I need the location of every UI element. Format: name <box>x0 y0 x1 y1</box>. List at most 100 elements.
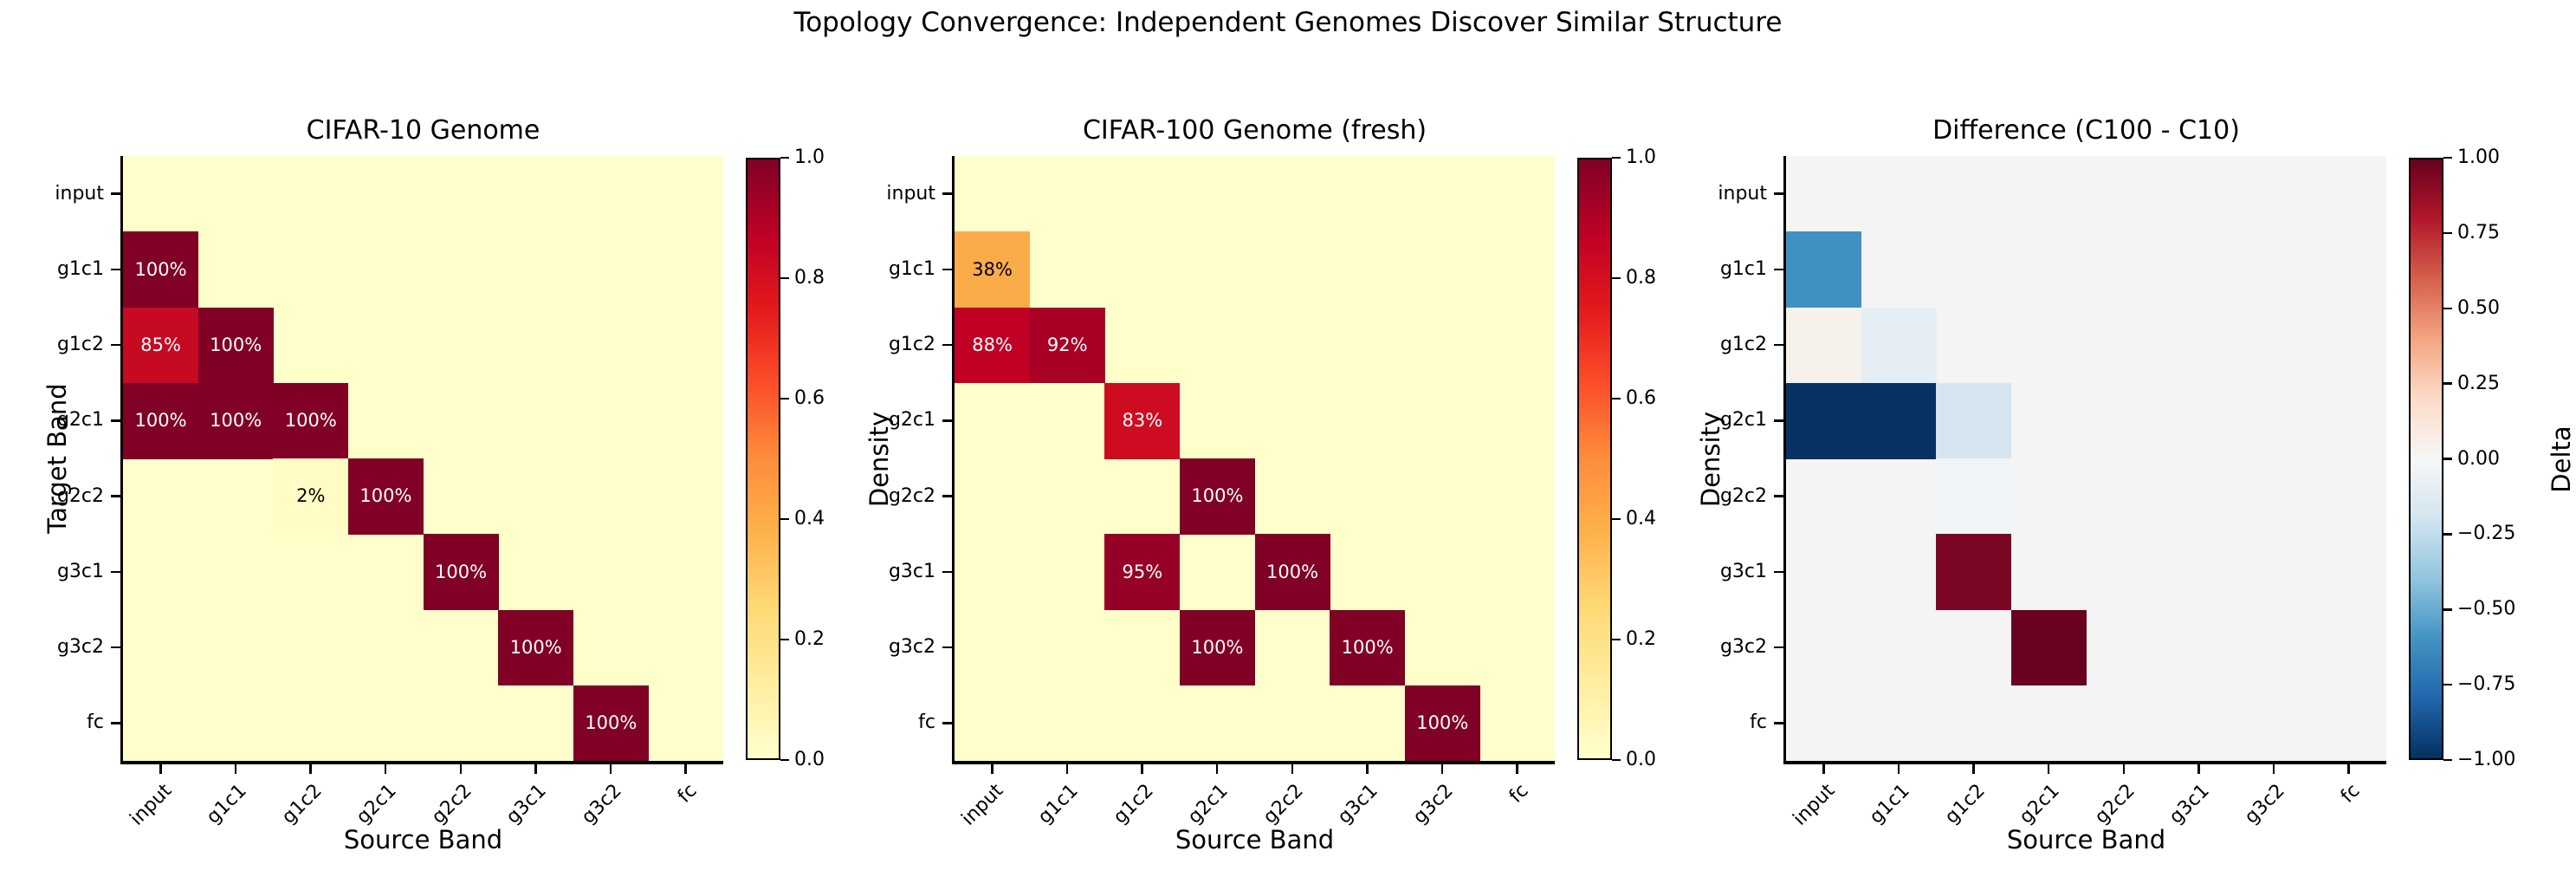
x-tick-mark <box>2122 763 2126 774</box>
cell-label: 38% <box>972 258 1013 280</box>
y-tick-mark <box>942 343 952 347</box>
cell-label: 100% <box>210 410 262 432</box>
y-tick-mark <box>111 722 120 724</box>
heatmap-cell: 92% <box>1029 307 1105 384</box>
colorbar-tick-label: 0.4 <box>1626 508 1656 529</box>
y-tick-mark <box>942 495 952 497</box>
y-tick-mark <box>942 722 952 724</box>
colorbar-tick-mark <box>1612 758 1621 762</box>
y-tick-label: g2c1 <box>56 409 104 432</box>
y-tick-label: g1c1 <box>888 257 935 280</box>
x-tick-mark <box>684 763 687 774</box>
x-tick-mark <box>2347 763 2350 774</box>
colorbar-tick-mark <box>1612 517 1621 521</box>
y-tick-label: g3c1 <box>1719 560 1767 582</box>
x-tick-mark <box>384 763 387 774</box>
cell-label: 100% <box>210 334 262 355</box>
colorbar-tick-mark <box>780 758 789 762</box>
cell-label: 83% <box>1122 410 1163 432</box>
colorbar-tick-label: 1.0 <box>794 146 825 168</box>
colorbar-tick-mark <box>2443 231 2452 235</box>
colorbar-axis-label: Delta <box>2547 425 2576 493</box>
cell-label: 100% <box>284 410 337 432</box>
y-tick-label: g2c2 <box>888 484 935 507</box>
x-axis-label: Source Band <box>343 825 503 854</box>
heatmap-cell: 100% <box>273 382 349 459</box>
y-tick-mark <box>111 495 120 497</box>
colorbar-tick-label: −0.25 <box>2457 523 2516 545</box>
colorbar <box>2409 158 2443 760</box>
heatmap-cell: 100% <box>498 609 574 686</box>
x-tick-label: fc <box>2336 780 2365 808</box>
heatmap-cell: 83% <box>1104 382 1181 459</box>
x-tick-label: g3c2 <box>1408 780 1458 828</box>
colorbar-tick-label: 0.50 <box>2457 296 2500 319</box>
x-tick-label: g1c1 <box>202 780 251 828</box>
colorbar-tick-mark <box>1612 638 1621 641</box>
y-tick-mark <box>1774 495 1783 497</box>
y-tick-label: fc <box>1750 711 1767 734</box>
x-tick-label: g3c1 <box>502 780 552 828</box>
cell-label: 92% <box>1046 334 1088 355</box>
colorbar-tick-mark <box>2443 533 2452 536</box>
colorbar-tick-mark <box>780 276 789 280</box>
y-tick-mark <box>942 646 952 649</box>
cell-label: 100% <box>1191 636 1244 658</box>
heatmap-cell <box>1936 382 2012 459</box>
x-tick-label: g1c1 <box>1033 780 1083 828</box>
x-tick-label: g2c2 <box>1259 780 1308 828</box>
x-tick-label: fc <box>673 780 702 808</box>
heatmap-cell: 100% <box>1330 609 1406 686</box>
y-tick-label: g1c2 <box>56 334 104 356</box>
y-tick-mark <box>942 192 952 195</box>
cell-label: 100% <box>1341 636 1394 658</box>
colorbar-tick-mark <box>780 517 789 521</box>
y-tick-label: g3c2 <box>1719 636 1767 659</box>
heatmap-cell: 100% <box>347 458 424 535</box>
heatmap-cell: 38% <box>955 231 1031 308</box>
x-tick-mark <box>2272 763 2275 774</box>
x-tick-label: g3c2 <box>2240 780 2289 828</box>
colorbar-tick-label: −0.75 <box>2457 673 2516 696</box>
y-tick-mark <box>1774 343 1783 347</box>
x-tick-mark <box>234 763 237 774</box>
y-tick-mark <box>1774 419 1783 422</box>
y-tick-mark <box>1774 268 1783 271</box>
colorbar-tick-mark <box>1612 397 1621 400</box>
heatmap-cell: 100% <box>123 231 199 308</box>
heatmap-cell <box>1861 382 1937 459</box>
cell-label: 95% <box>1122 561 1163 582</box>
y-tick-label: fc <box>87 711 104 734</box>
heatmap-cell <box>1861 307 1937 384</box>
x-tick-label: g1c2 <box>1109 780 1158 828</box>
colorbar <box>746 158 780 760</box>
x-tick-mark <box>159 763 162 774</box>
colorbar-tick-label: 0.2 <box>794 628 825 650</box>
y-tick-label: g1c1 <box>1719 257 1767 280</box>
y-tick-label: g3c1 <box>888 560 935 582</box>
figure-title: Topology Convergence: Independent Genome… <box>793 7 1783 38</box>
y-tick-label: input <box>886 182 935 205</box>
heatmap-cell: 100% <box>1179 609 1255 686</box>
colorbar-tick-label: 1.0 <box>1626 146 1656 168</box>
cell-label: 100% <box>1191 485 1244 507</box>
y-axis-spine <box>1783 156 1786 763</box>
colorbar-tick-mark <box>780 397 789 400</box>
y-tick-mark <box>111 192 120 195</box>
y-tick-mark <box>942 419 952 422</box>
heatmap-cell <box>1786 231 1862 308</box>
y-tick-label: g1c1 <box>56 257 104 280</box>
x-tick-label: g2c1 <box>352 780 401 828</box>
subplot-title: CIFAR-10 Genome <box>306 115 540 146</box>
y-axis-spine <box>120 156 123 763</box>
colorbar-tick-label: 0.75 <box>2457 221 2500 244</box>
x-tick-label: g3c1 <box>2165 780 2215 828</box>
heatmap-cell <box>1786 307 1862 384</box>
colorbar-tick-mark <box>2443 458 2452 460</box>
heatmap-cell: 85% <box>123 307 199 384</box>
y-tick-mark <box>942 570 952 574</box>
colorbar-tick-mark <box>1612 276 1621 280</box>
heatmap-cell: 100% <box>1404 685 1480 762</box>
heatmap-cell: 100% <box>197 382 274 459</box>
